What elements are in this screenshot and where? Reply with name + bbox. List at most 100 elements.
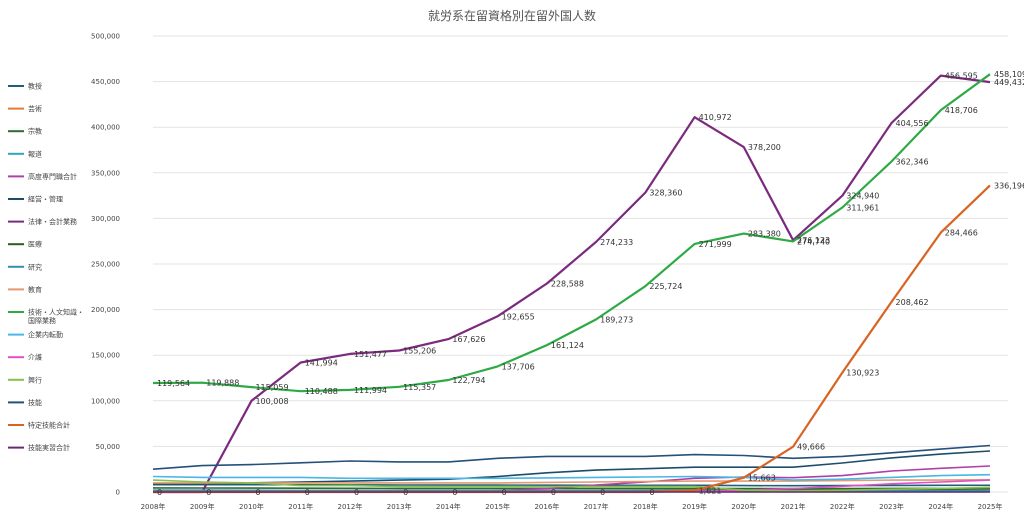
- data-label: 0: [403, 488, 408, 497]
- data-label: 130,923: [846, 369, 879, 378]
- data-label: 141,994: [305, 359, 338, 368]
- data-label: 456,595: [945, 72, 978, 81]
- data-label: 449,432: [994, 78, 1024, 87]
- data-label: 0: [157, 488, 162, 497]
- legend-label: 教育: [28, 285, 42, 294]
- data-label: 404,556: [896, 119, 929, 128]
- data-label: 0: [206, 488, 211, 497]
- data-label: 276,123: [797, 236, 830, 245]
- legend-label-cont: 国際業務: [28, 316, 56, 325]
- data-label: 362,346: [896, 158, 929, 167]
- data-label: 110,488: [305, 387, 338, 396]
- data-label: 274,233: [600, 238, 633, 247]
- x-tick-label: 2024年: [928, 502, 953, 511]
- y-axis-ticks: 0 50,000 100,000 150,000 200,000 250,000 300,0…: [91, 33, 120, 497]
- x-tick-label: 2019年: [682, 502, 707, 511]
- y-tick-label: 0: [116, 489, 120, 497]
- legend-label: 技術・人文知識・: [28, 308, 84, 317]
- chart-title: 就労系在留資格別在留外国人数: [428, 8, 596, 23]
- legend-label: 興行: [28, 375, 42, 384]
- y-tick-label: 400,000: [91, 124, 120, 132]
- x-tick-label: 2009年: [190, 502, 215, 511]
- x-tick-label: 2016年: [534, 502, 559, 511]
- legend: 教授芸術宗教報道高度専門職合計経営・管理法律・会計業務医療研究教育技術・人文知識…: [8, 82, 84, 452]
- data-label: 137,706: [502, 362, 535, 371]
- series-line: [153, 478, 991, 484]
- x-tick-label: 2021年: [781, 502, 806, 511]
- data-label: 0: [255, 488, 260, 497]
- data-label: 410,972: [699, 113, 732, 122]
- x-tick-label: 2018年: [633, 502, 658, 511]
- y-tick-label: 200,000: [91, 306, 120, 314]
- x-tick-label: 2012年: [338, 502, 363, 511]
- legend-label: 教授: [28, 82, 42, 91]
- data-label: 192,655: [502, 312, 535, 321]
- series-line: [152, 479, 991, 492]
- data-label: 228,588: [551, 280, 584, 289]
- legend-label: 宗教: [28, 127, 42, 136]
- y-tick-label: 50,000: [96, 443, 121, 451]
- data-label: 1,621: [699, 487, 722, 496]
- data-label: 155,206: [403, 346, 436, 355]
- data-label: 167,626: [452, 335, 485, 344]
- legend-label: 技能実習合計: [28, 443, 70, 452]
- data-label: 161,124: [551, 341, 584, 350]
- data-label: 119,888: [206, 379, 239, 388]
- data-label: 0: [649, 488, 654, 497]
- data-label: 49,666: [797, 443, 825, 452]
- data-label: 100,008: [255, 397, 288, 406]
- legend-label: 芸術: [28, 104, 42, 113]
- data-label: 0: [600, 488, 605, 497]
- x-tick-label: 2015年: [485, 502, 510, 511]
- data-label: 458,109: [994, 70, 1024, 79]
- x-tick-label: 2022年: [830, 502, 855, 511]
- legend-label: 医療: [28, 240, 42, 249]
- data-label: 378,200: [748, 143, 781, 152]
- x-axis-ticks: 2008年 2009年 2010年 2011年 2012年 2013年 2014年 2015年…: [141, 502, 1003, 511]
- data-label: 274,740: [797, 237, 830, 246]
- data-labels: 119,564 119,888 115,059 110,488 111,994 115,3…: [157, 70, 1024, 497]
- data-label: 151,477: [354, 350, 387, 359]
- data-label: 0: [354, 488, 359, 497]
- data-label: 283,380: [748, 230, 781, 239]
- series-line: [152, 73, 991, 393]
- legend-label: 経営・管理: [28, 195, 63, 204]
- series-line: [152, 487, 990, 490]
- series-line: [152, 444, 991, 470]
- grid-lines: [153, 35, 1008, 493]
- y-tick-label: 250,000: [91, 261, 120, 269]
- legend-label: 介護: [28, 353, 42, 362]
- y-tick-label: 450,000: [91, 78, 120, 86]
- legend-label: 研究: [28, 262, 42, 271]
- x-tick-label: 2011年: [288, 502, 313, 511]
- data-label: 311,961: [846, 203, 879, 212]
- y-tick-label: 150,000: [91, 352, 120, 360]
- x-tick-label: 2010年: [239, 502, 264, 511]
- data-label: 418,706: [945, 106, 978, 115]
- data-label: 284,466: [945, 229, 978, 238]
- data-label: 328,360: [649, 189, 682, 198]
- data-label: 0: [551, 488, 556, 497]
- legend-label: 技能: [28, 398, 42, 407]
- data-label: 189,273: [600, 315, 633, 324]
- data-label: 0: [502, 488, 507, 497]
- legend-label: 企業内転勤: [28, 330, 63, 339]
- series-line: [152, 473, 991, 481]
- legend-label: 法律・会計業務: [28, 217, 77, 226]
- data-label: 119,564: [157, 379, 190, 388]
- data-label: 336,196: [994, 181, 1024, 190]
- x-tick-label: 2008年: [141, 502, 166, 511]
- y-tick-label: 300,000: [91, 215, 120, 223]
- data-label: 111,994: [354, 386, 387, 395]
- data-label: 0: [452, 488, 457, 497]
- data-label: 115,059: [255, 383, 288, 392]
- x-tick-label: 2013年: [387, 502, 412, 511]
- series-line: [153, 74, 991, 494]
- y-tick-label: 500,000: [91, 33, 120, 41]
- data-label: 271,999: [699, 240, 732, 249]
- legend-label: 報道: [28, 149, 42, 158]
- x-tick-label: 2014年: [436, 502, 461, 511]
- y-tick-label: 100,000: [91, 397, 120, 405]
